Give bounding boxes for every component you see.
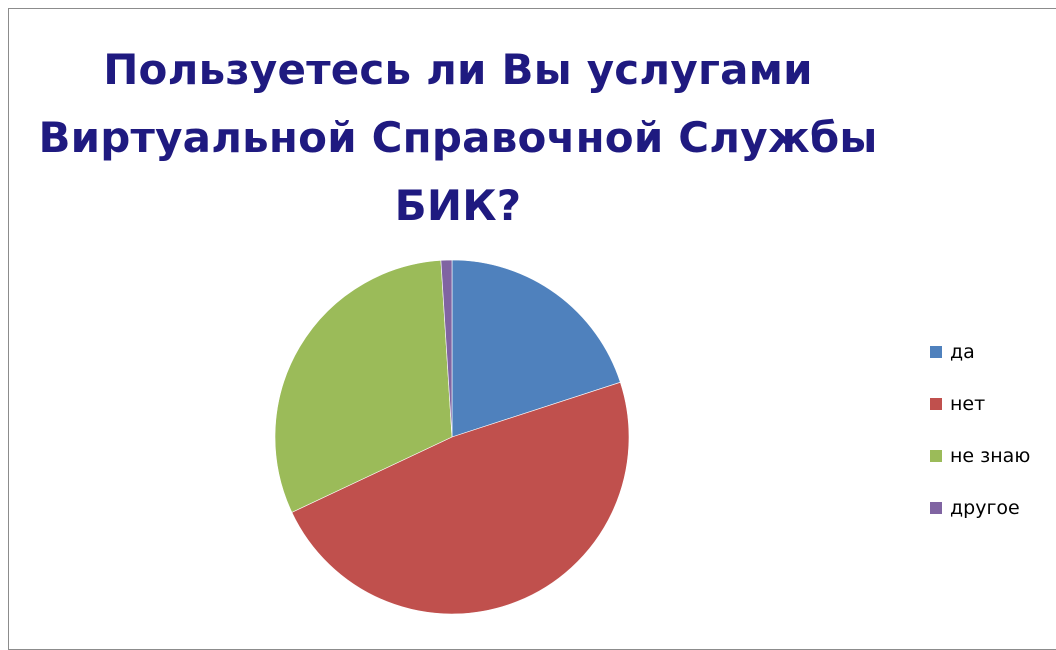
legend-label: другое — [950, 497, 1020, 519]
pie-slice-net — [291, 381, 630, 615]
pie-chart — [274, 259, 630, 615]
legend-item: да — [930, 340, 1030, 364]
legend: да нет не знаю другое — [930, 340, 1030, 548]
legend-item: другое — [930, 496, 1030, 520]
chart-title-line-3: БИК? — [394, 181, 522, 230]
pie-slice-ne-znayu — [274, 260, 453, 513]
legend-label: не знаю — [950, 445, 1031, 467]
chart-title-line-2: Виртуальной Справочной Службы — [38, 113, 878, 162]
legend-label: да — [950, 341, 975, 363]
chart-title-line-1: Пользуетесь ли Вы услугами — [103, 45, 813, 94]
pie-slice-drugoe — [440, 259, 453, 438]
chart-title: Пользуетесь ли Вы услугами Виртуальной С… — [8, 36, 908, 240]
legend-item: не знаю — [930, 444, 1030, 468]
legend-swatch — [930, 450, 942, 462]
legend-label: нет — [950, 393, 986, 415]
legend-item: нет — [930, 392, 1030, 416]
legend-swatch — [930, 346, 942, 358]
pie-slice-da — [451, 259, 621, 438]
legend-swatch — [930, 502, 942, 514]
legend-swatch — [930, 398, 942, 410]
